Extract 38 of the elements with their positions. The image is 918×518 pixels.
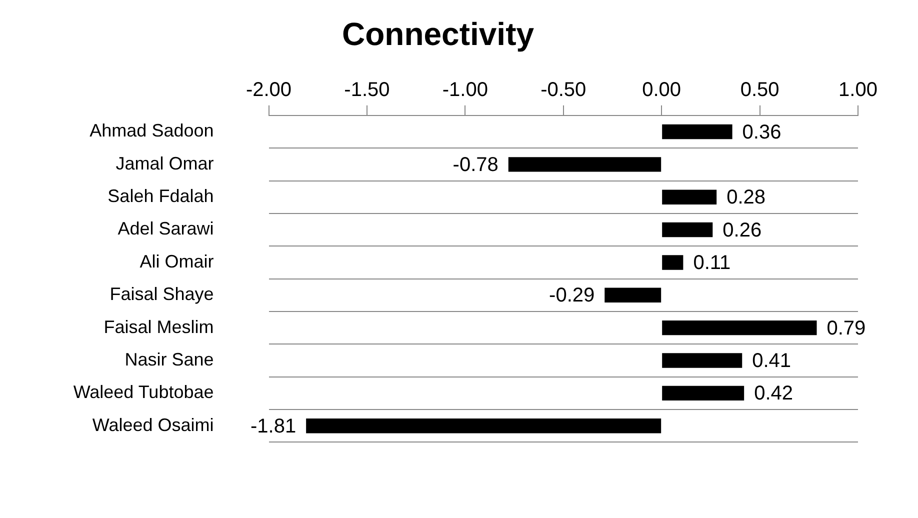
x-tick-label: -1.50 [344, 78, 390, 101]
x-tick-label: 0.00 [642, 78, 682, 101]
data-label: 0.41 [752, 350, 792, 372]
data-label: 0.28 [726, 186, 766, 209]
y-tick-label: Jamal Omar [116, 153, 214, 174]
data-label: -0.78 [452, 154, 498, 176]
bar [662, 124, 732, 140]
x-tick-label: -2.00 [246, 78, 292, 101]
y-tick-label: Ali Omair [140, 251, 214, 272]
bar [604, 288, 662, 302]
x-tick-label: -1.00 [442, 78, 488, 101]
data-label: 0.36 [742, 121, 782, 144]
bar [662, 353, 742, 368]
y-tick-label: Ahmad Sadoon [90, 120, 214, 141]
y-tick-label: Faisal Meslim [104, 316, 214, 337]
data-label: -1.81 [250, 415, 296, 438]
bar [662, 190, 717, 204]
data-label: 0.26 [722, 219, 762, 242]
y-tick-label: Adel Sarawi [118, 218, 214, 239]
data-label: -0.29 [549, 284, 595, 307]
data-label: 0.42 [754, 382, 794, 405]
x-tick-label: -0.50 [540, 78, 586, 101]
data-label: 0.79 [826, 317, 866, 340]
y-tick-label: Waleed Tubtobae [73, 382, 214, 402]
y-tick-label: Waleed Osaimi [92, 414, 214, 435]
bar [662, 255, 684, 270]
bar [662, 222, 713, 238]
bar [662, 386, 744, 401]
chart-title: Connectivity [342, 16, 534, 52]
y-tick-label: Faisal Shaye [110, 284, 214, 304]
x-tick-label: 1.00 [838, 78, 878, 101]
y-tick-label: Nasir Sane [124, 349, 214, 370]
bar [662, 320, 817, 336]
bar [306, 418, 662, 434]
bar [508, 157, 662, 172]
y-tick-label: Saleh Fdalah [108, 186, 214, 206]
x-tick-label: 0.50 [740, 78, 780, 101]
data-label: 0.11 [693, 252, 731, 274]
